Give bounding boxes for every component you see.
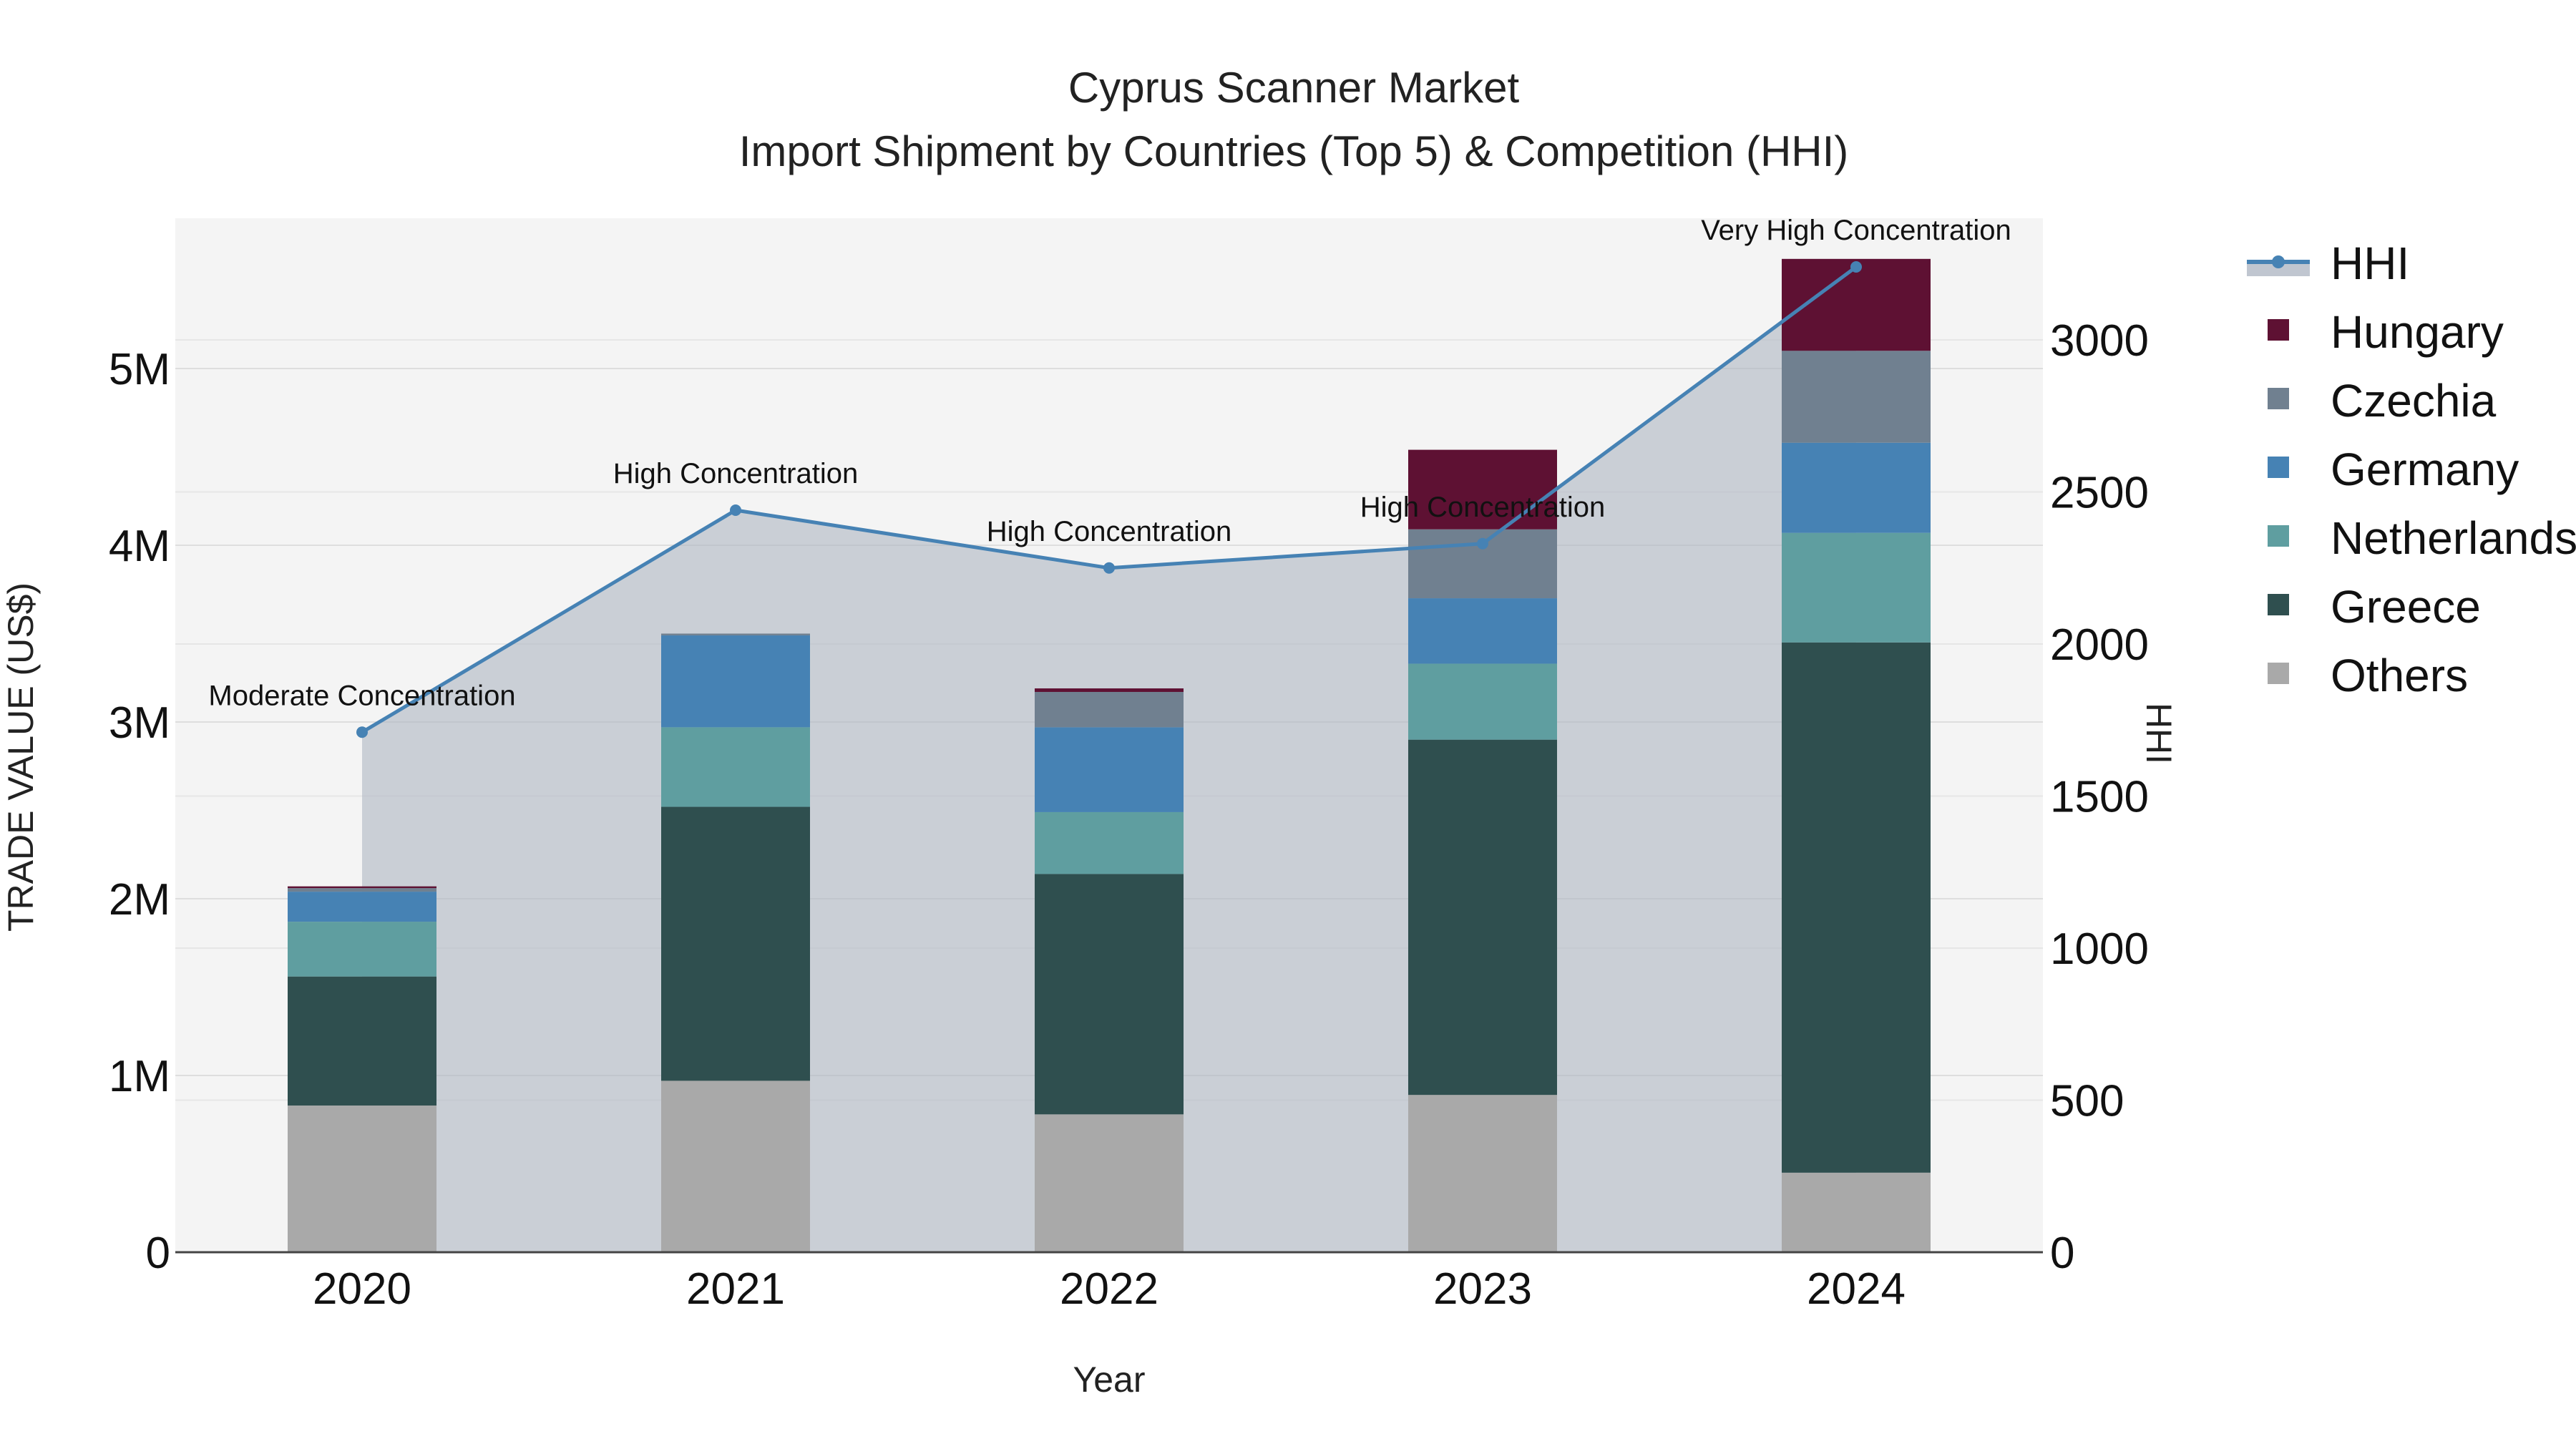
- bar-others-2022[interactable]: [1035, 1114, 1184, 1252]
- hhi-point-2024[interactable]: [1850, 261, 1862, 273]
- hhi-annotation: Moderate Concentration: [208, 680, 515, 711]
- bar-hungary-2020[interactable]: [288, 886, 436, 889]
- legend-swatch: [2268, 594, 2289, 615]
- bar-germany-2020[interactable]: [288, 892, 436, 922]
- y-tick-label: 4M: [109, 522, 170, 571]
- y-tick-label: 1M: [109, 1052, 170, 1101]
- legend-swatch: [2268, 388, 2289, 409]
- y-axis-ticks: 0 1M 2M 3M 4M 5M: [109, 345, 170, 1278]
- y2-axis-ticks: 0 500 1000 1500 2000 2500 3000: [2050, 316, 2149, 1278]
- hhi-annotation: Very High Concentration: [1701, 215, 2011, 246]
- legend-swatch-hhi-marker: [2272, 255, 2285, 268]
- bar-germany-2022[interactable]: [1035, 727, 1184, 812]
- y2-tick-label: 2500: [2050, 469, 2149, 518]
- legend-swatch: [2268, 663, 2289, 684]
- legend-item-germany[interactable]: Germany: [2268, 444, 2519, 495]
- bar-hungary-2023[interactable]: [1408, 449, 1557, 530]
- bar-others-2021[interactable]: [661, 1080, 810, 1252]
- bar-germany-2021[interactable]: [661, 635, 810, 728]
- hhi-annotation: High Concentration: [613, 458, 858, 489]
- y-tick-label: 0: [146, 1229, 170, 1278]
- hhi-annotation: High Concentration: [1360, 492, 1605, 523]
- bars: [288, 258, 1931, 1252]
- legend-label: Hungary: [2331, 306, 2504, 358]
- y-tick-label: 3M: [109, 698, 170, 748]
- hhi-point-2020[interactable]: [356, 726, 368, 738]
- bar-netherlands-2024[interactable]: [1782, 532, 1931, 643]
- chart-subtitle: Import Shipment by Countries (Top 5) & C…: [739, 127, 1849, 175]
- bar-others-2024[interactable]: [1782, 1172, 1931, 1252]
- x-axis-title: Year: [1073, 1360, 1145, 1400]
- legend-label: Germany: [2331, 444, 2519, 495]
- bar-netherlands-2020[interactable]: [288, 922, 436, 977]
- legend-swatch: [2268, 525, 2289, 547]
- legend-label: Netherlands: [2331, 512, 2576, 564]
- x-tick-label: 2024: [1807, 1264, 1906, 1314]
- legend[interactable]: HHI Hungary Czechia Germany Netherlands Greec…: [2247, 238, 2576, 701]
- legend-label: Greece: [2331, 581, 2481, 633]
- legend-label: Czechia: [2331, 375, 2497, 426]
- hhi-point-2021[interactable]: [730, 504, 741, 516]
- y-tick-label: 2M: [109, 875, 170, 924]
- legend-label: Others: [2331, 650, 2468, 701]
- x-tick-label: 2020: [313, 1264, 411, 1314]
- legend-item-czechia[interactable]: Czechia: [2268, 375, 2497, 426]
- legend-swatch: [2268, 319, 2289, 341]
- legend-item-hungary[interactable]: Hungary: [2268, 306, 2504, 358]
- y2-tick-label: 3000: [2050, 316, 2149, 366]
- legend-swatch-hhi-area: [2247, 262, 2310, 276]
- bar-greece-2020[interactable]: [288, 976, 436, 1106]
- bar-greece-2021[interactable]: [661, 806, 810, 1081]
- y2-tick-label: 1000: [2050, 924, 2149, 974]
- bar-others-2023[interactable]: [1408, 1095, 1557, 1252]
- y2-axis-title: HHI: [2139, 703, 2179, 764]
- bar-greece-2022[interactable]: [1035, 874, 1184, 1115]
- y-tick-label: 5M: [109, 345, 170, 394]
- bar-netherlands-2022[interactable]: [1035, 811, 1184, 874]
- y2-tick-label: 1500: [2050, 773, 2149, 822]
- bar-greece-2023[interactable]: [1408, 739, 1557, 1096]
- bar-others-2020[interactable]: [288, 1105, 436, 1252]
- bar-hungary-2022[interactable]: [1035, 688, 1184, 692]
- bar-netherlands-2023[interactable]: [1408, 663, 1557, 740]
- bar-czechia-2021[interactable]: [661, 633, 810, 635]
- hhi-point-2023[interactable]: [1477, 537, 1488, 550]
- legend-item-greece[interactable]: Greece: [2268, 581, 2481, 633]
- legend-swatch: [2268, 457, 2289, 478]
- bar-greece-2024[interactable]: [1782, 642, 1931, 1173]
- y2-tick-label: 2000: [2050, 620, 2149, 670]
- bar-czechia-2022[interactable]: [1035, 691, 1184, 728]
- legend-item-others[interactable]: Others: [2268, 650, 2468, 701]
- x-tick-label: 2023: [1433, 1264, 1532, 1314]
- bar-germany-2023[interactable]: [1408, 598, 1557, 664]
- legend-item-netherlands[interactable]: Netherlands: [2268, 512, 2576, 564]
- hhi-annotation: High Concentration: [987, 516, 1231, 547]
- bar-netherlands-2021[interactable]: [661, 727, 810, 807]
- y2-tick-label: 0: [2050, 1229, 2074, 1278]
- bar-czechia-2024[interactable]: [1782, 351, 1931, 443]
- bar-czechia-2020[interactable]: [288, 888, 436, 892]
- annotations: Moderate Concentration High Concentration…: [208, 215, 2011, 711]
- x-tick-label: 2021: [686, 1264, 785, 1314]
- hhi-line: [356, 261, 1862, 738]
- chart-title: Cyprus Scanner Market: [1068, 64, 1520, 112]
- x-axis-ticks: 2020 2021 2022 2023 2024: [313, 1264, 1906, 1314]
- bar-germany-2024[interactable]: [1782, 442, 1931, 533]
- y2-tick-label: 500: [2050, 1077, 2124, 1126]
- legend-label: HHI: [2331, 238, 2409, 289]
- hhi-point-2022[interactable]: [1103, 562, 1115, 574]
- legend-item-hhi[interactable]: HHI: [2247, 238, 2409, 289]
- y-axis-title: TRADE VALUE (US$): [1, 582, 41, 932]
- x-tick-label: 2022: [1060, 1264, 1158, 1314]
